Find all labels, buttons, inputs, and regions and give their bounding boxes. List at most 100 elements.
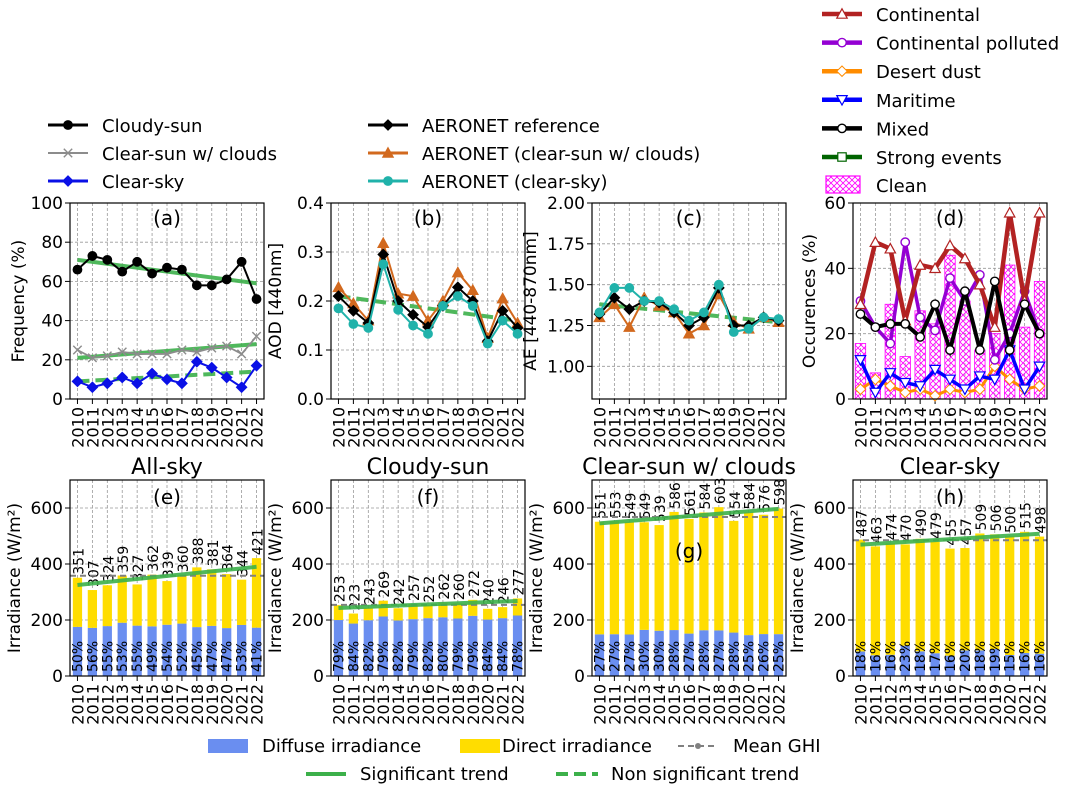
panel-label: (c) [676,206,703,230]
clear-sun-w-clouds-point [251,331,262,341]
diffuse-pct-label: 82% [361,641,377,672]
x-tick-label: 2011 [866,407,885,448]
total-label: 500 [1004,506,1020,533]
direct-bar [438,602,448,618]
diffuse-bar [378,616,388,676]
direct-bar [758,514,769,635]
panels: 0204060801002010201120122013201420152016… [5,194,1050,725]
x-tick-label: 2020 [1001,407,1020,448]
y-tick-label: 400 [814,555,846,575]
diffuse-bar [222,628,232,676]
y-tick-label: 80 [41,233,63,253]
direct-bar [990,534,1000,650]
diffuse-bar [639,629,649,676]
aeronet-clear-sky-point [378,259,389,270]
x-tick-label: 2015 [665,684,684,725]
legend-bottom: Diffuse irradiance Direct irradiance Mean … [208,736,821,785]
y-tick-label: 1.50 [547,276,585,296]
direct-bar [363,607,373,621]
direct-bar [654,525,664,631]
total-label: 362 [146,545,162,572]
aeronet-clear-sky-point [639,296,650,306]
y-tick-label: 20 [824,325,846,345]
diffuse-bar [438,617,448,676]
clear-sun-w-clouds-point [192,347,202,357]
x-tick-label: 2021 [755,684,774,725]
total-label: 272 [467,570,483,597]
panel-label: (b) [414,206,442,230]
x-tick-label: 2021 [1016,407,1035,448]
panel-e: 0200400600201020112012201320142015201620… [5,455,267,725]
y-axis-label: Occurences (%) [800,234,820,368]
maritime-legend-label: Maritime [876,91,956,112]
mixed-legend-marker [837,123,847,134]
y-tick-label: 400 [553,555,585,575]
x-tick-label: 2019 [464,684,483,725]
diffuse-bar [654,630,664,676]
total-label: 584 [743,483,759,510]
x-tick-label: 2010 [329,684,348,725]
mixed-point [900,318,911,329]
diffuse-bar [1034,653,1045,676]
aeronet-reference-point [608,291,621,304]
total-label: 474 [884,513,900,540]
y-tick-label: 60 [824,194,846,214]
diffuse-pct-label: 56% [85,641,101,672]
legend-aerosol-types: Continental Continental polluted Desert du… [822,5,1059,197]
cloudy-sun-point [87,251,98,261]
direct-legend-swatch [460,739,500,753]
mixed-point [960,286,970,297]
direct-bar [699,512,709,631]
total-label: 498 [1034,507,1050,534]
x-tick-label: 2012 [98,407,117,448]
x-tick-label: 2018 [971,407,990,448]
aeronet-clear-sun-point [623,320,636,332]
diffuse-pct-label: 27% [622,641,638,672]
total-label: 549 [638,493,654,520]
direct-bar [773,508,784,635]
x-tick-label: 2012 [881,407,900,448]
clear-sky-point [176,377,188,390]
non-significant-trend [338,294,518,323]
x-tick-label: 2013 [113,407,132,448]
direct-bar [468,599,478,616]
clear-sky-point [250,359,263,372]
y-axis-label: Irradiance (W/m²) [527,503,547,653]
total-label: 246 [497,577,513,604]
plot-frame [69,202,265,400]
x-tick-label: 2015 [926,684,945,725]
total-label: 269 [377,571,393,598]
desert-dust-point [869,373,882,386]
y-tick-label: 0.1 [297,341,324,361]
clear-sun-w-clouds-point [147,349,157,359]
cloudy-sun-legend-marker [63,120,73,130]
continental-point [988,320,1001,332]
diffuse-bar [251,627,262,676]
y-tick-label: 40 [41,312,63,332]
aeronet-clear-sun-point [697,319,711,331]
direct-bar [423,605,433,619]
diffuse-pct-label: 82% [391,641,407,672]
x-tick-label: 2021 [494,407,513,448]
diffuse-pct-label: 25% [772,641,788,672]
diffuse-bar [423,618,433,676]
y-tick-label: 400 [292,555,324,575]
x-tick-label: 2016 [419,684,438,725]
panel-g: 0200400600201020112012201320142015201620… [527,455,796,725]
strong-events-legend-label: Strong events [876,148,1002,169]
diffuse-bar [960,650,970,676]
diffuse-bar [483,619,493,676]
x-tick-label: 2011 [605,684,624,725]
aeronet-clear-sun-point [377,236,390,248]
diffuse-pct-label: 23% [898,641,914,672]
aeronet-clear-sky-point [654,296,665,306]
cloudy-sun-point [206,280,217,291]
total-label: 490 [914,509,930,536]
x-tick-label: 2022 [770,684,789,725]
desert-dust-legend-marker [836,65,848,78]
desert-dust-point [929,389,941,402]
mixed-point [1019,299,1030,310]
diffuse-pct-label: 79% [466,641,482,672]
direct-bar [684,518,694,634]
diffuse-pct-label: 54% [160,641,176,672]
